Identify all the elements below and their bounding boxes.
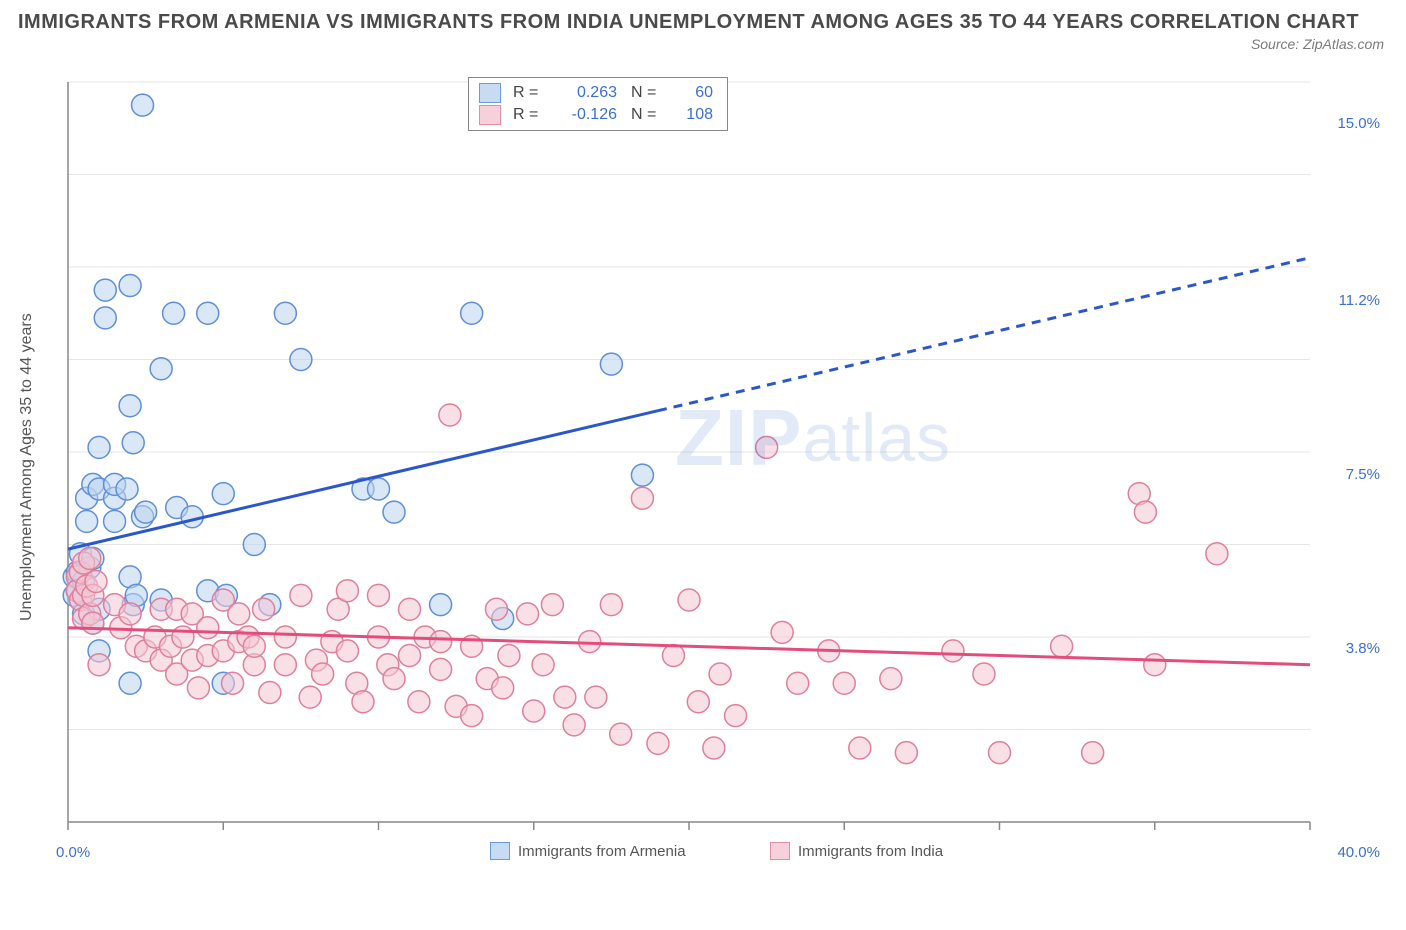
chart-title: IMMIGRANTS FROM ARMENIA VS IMMIGRANTS FR… bbox=[18, 8, 1388, 36]
legend-item: Immigrants from Armenia bbox=[490, 842, 686, 860]
y-tick-label: 15.0% bbox=[1318, 115, 1380, 132]
source-label: Source: ZipAtlas.com bbox=[1251, 36, 1384, 52]
y-tick-label: 7.5% bbox=[1318, 466, 1380, 483]
x-tick-label: 40.0% bbox=[1337, 844, 1380, 861]
y-axis-label: Unemployment Among Ages 35 to 44 years bbox=[18, 72, 36, 862]
x-tick-label: 0.0% bbox=[56, 844, 90, 861]
chart-area: ZIPatlas R =0.263N =60R =-0.126N =108 15… bbox=[60, 72, 1380, 862]
watermark: ZIPatlas bbox=[675, 392, 951, 484]
legend-item: Immigrants from India bbox=[770, 842, 943, 860]
y-tick-label: 3.8% bbox=[1318, 640, 1380, 657]
y-tick-label: 11.2% bbox=[1318, 292, 1380, 309]
legend-stats: R =0.263N =60R =-0.126N =108 bbox=[468, 77, 728, 131]
